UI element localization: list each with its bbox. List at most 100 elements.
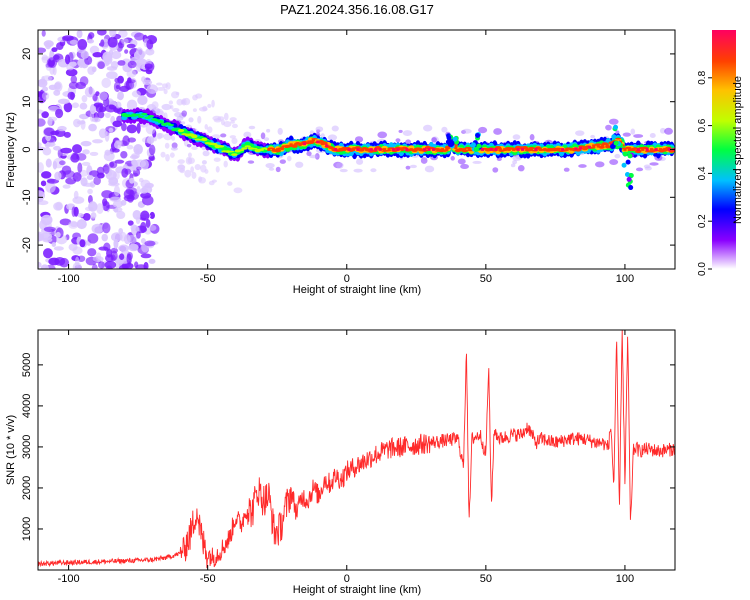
spectrogram-noise-cell (113, 185, 121, 197)
spectrogram-halo-cell (517, 165, 525, 172)
spectrogram-halo-cell (633, 134, 644, 138)
spectrogram-noise-cell (122, 135, 130, 147)
spectrogram-noise-cell (96, 172, 105, 179)
spectrogram-noise-cell (118, 244, 130, 252)
spectrogram-noise-cell (213, 157, 221, 162)
spectrogram-noise-cell (99, 106, 107, 113)
colorbar-tick-label: 0.4 (697, 166, 708, 180)
spectrogram-noise-cell (135, 264, 148, 269)
spectrogram-ridge-core (276, 148, 280, 151)
spectrogram-ridge-cell (137, 115, 145, 118)
spectrogram-halo-cell (512, 134, 521, 140)
colorbar: 0.0 0.2 0.4 0.6 0.8 Normalized spectral ampl… (697, 30, 744, 276)
spectrogram-noise-cell (140, 210, 150, 221)
spectrogram-halo-cell (609, 159, 619, 166)
spectrogram-noise-cell (175, 91, 180, 96)
spectrogram-halo-cell (295, 161, 304, 168)
spectrogram-noise-cell (169, 152, 175, 158)
spectrogram-halo-cell (395, 138, 401, 143)
spectrogram-noise-cell (102, 200, 110, 212)
spectrogram-noise-cell (176, 98, 184, 106)
spectrogram-halo-cell (220, 133, 227, 138)
spectrogram-ridge-core (387, 148, 391, 151)
spectrogram-noise-cell (126, 124, 138, 134)
spectrogram-noise-cell (192, 108, 197, 113)
spectrogram-ridge-core (516, 148, 520, 151)
snr-y-tick-label: 5000 (21, 353, 33, 377)
spectrogram-y-tick-label: 10 (21, 96, 33, 108)
spectrogram-noise-cell (77, 162, 83, 173)
spectrogram-noise-cell (40, 214, 53, 226)
spectrogram-noise-cell (161, 83, 168, 89)
spectrogram-noise-cell (192, 94, 198, 101)
spectrogram-noise-cell (84, 86, 95, 98)
spectrogram-halo-cell (320, 133, 325, 139)
spectrogram-ridge-core (658, 148, 663, 151)
spectrogram-halo-cell (265, 162, 275, 169)
spectrogram-noise-cell (115, 101, 122, 109)
spectrogram-ridge-core (529, 148, 534, 151)
spectrogram-noise-cell (82, 149, 90, 155)
spectrogram-noise-cell (198, 177, 206, 184)
spectrogram-halo-cell (306, 151, 312, 157)
spectrogram-noise-cell (38, 200, 49, 206)
spectrogram-halo-cell (594, 161, 605, 168)
spectrogram-halo-cell (424, 165, 435, 173)
spectrogram-noise-cell (134, 32, 145, 41)
spectrogram-halo-cell (492, 167, 499, 173)
spectrogram-ridge-core (467, 148, 471, 151)
colorbar-label: Normalized spectral amplitude (732, 76, 744, 224)
spectrogram-noise-cell (51, 242, 57, 247)
spectrogram-ridge-core (556, 148, 560, 151)
spectrogram-noise-cell (76, 30, 83, 39)
spectrogram-halo-cell (630, 128, 636, 135)
spectrogram-noise-cell (103, 163, 110, 175)
spectrogram-ridge-core (650, 148, 654, 151)
spectrogram-noise-cell (70, 75, 78, 84)
spectrogram-ridge-cell (237, 149, 245, 152)
spectrogram-noise-cell (45, 181, 56, 193)
spectrogram-noise-cell (108, 161, 118, 169)
spectrogram-noise-cell (40, 264, 50, 269)
spectrogram-noise-cell (87, 233, 99, 244)
spectrogram-burst-cell (621, 162, 627, 168)
spectrogram-ridge-core (369, 148, 373, 151)
spectrogram-ridge-core (534, 148, 538, 151)
spectrogram-noise-cell (98, 91, 108, 101)
spectrogram-noise-cell (113, 81, 121, 93)
spectrogram-noise-cell (87, 66, 96, 75)
spectrogram-noise-cell (97, 111, 105, 119)
spectrogram-noise-cell (140, 221, 147, 233)
spectrogram-noise-cell (55, 108, 64, 119)
spectrogram-ridge-core (298, 143, 302, 147)
spectrogram-burst-cell (446, 135, 452, 141)
spectrogram-noise-cell (102, 222, 111, 234)
spectrogram-noise-cell (57, 125, 67, 132)
colorbar-tick-label: 0.0 (697, 262, 708, 276)
spectrogram-noise-cell (53, 246, 64, 251)
spectrogram-noise-cell (177, 164, 186, 173)
snr-y-tick-label: 2000 (21, 476, 33, 500)
spectrogram-halo-cell (563, 167, 570, 172)
spectrogram-halo-cell (649, 162, 659, 166)
snr-panel: -100 -50 0 50 100 1000 2000 3000 4000 5000 Heigh… (5, 329, 676, 596)
spectrogram-ridge-core (382, 148, 387, 151)
spectrogram-x-tick-label: -100 (58, 273, 80, 285)
spectrogram-noise-cell (114, 159, 125, 164)
spectrogram-halo-cell (308, 154, 318, 159)
spectrogram-noise-cell (82, 213, 91, 221)
spectrogram-burst-cell (613, 140, 619, 146)
spectrogram-noise-cell (120, 150, 128, 159)
spectrogram-noise-cell (60, 147, 73, 154)
spectrogram-halo-cell (457, 158, 466, 165)
spectrogram-noise-cell (117, 60, 126, 66)
spectrogram-noise-cell (140, 179, 151, 188)
spectrogram-noise-cell (107, 36, 118, 48)
spectrogram-noise-cell (145, 218, 151, 229)
spectrogram-ridge-cell (167, 124, 175, 126)
spectrogram-halo-cell (266, 128, 271, 133)
spectrogram-noise-cell (114, 141, 122, 149)
spectrogram-noise-cell (112, 200, 124, 209)
spectrogram-noise-cell (72, 196, 85, 204)
spectrogram-noise-cell (98, 128, 108, 139)
